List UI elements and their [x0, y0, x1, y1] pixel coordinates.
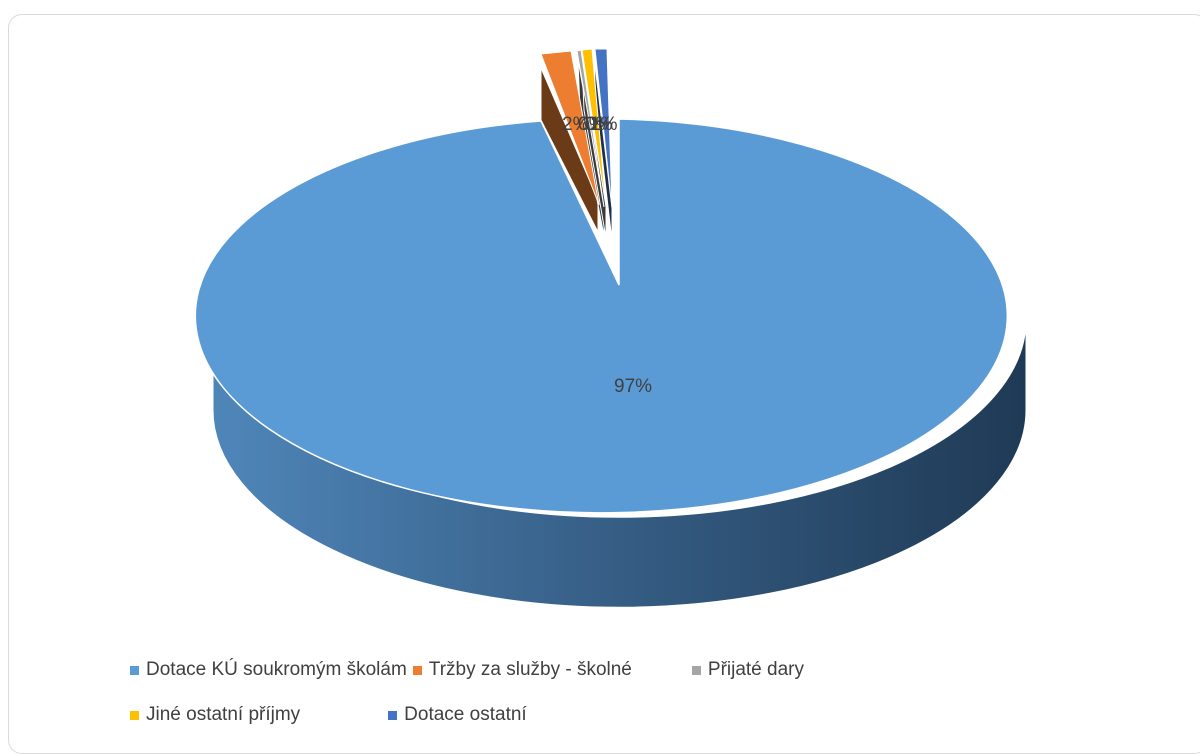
legend: Dotace KÚ soukromým školám Tržby za služ…	[130, 655, 1030, 745]
legend-label: Jiné ostatní příjmy	[146, 704, 301, 725]
legend-row: Dotace KÚ soukromým školám Tržby za služ…	[130, 655, 1030, 685]
legend-swatch	[130, 710, 139, 720]
legend-swatch	[130, 665, 139, 675]
legend-item-dotace-ku[interactable]: Dotace KÚ soukromým školám	[130, 659, 407, 681]
slice-dotace-ku[interactable]	[194, 118, 1009, 514]
data-label-trzby: 2%	[562, 114, 590, 135]
slice-side-trzby	[540, 67, 599, 233]
legend-item-dary[interactable]: Přijaté dary	[691, 659, 804, 681]
legend-label: Přijaté dary	[707, 659, 804, 680]
legend-item-trzby[interactable]: Tržby za služby - školné	[412, 659, 632, 681]
data-label-dary: 0%	[578, 114, 606, 135]
data-label-jine: 0%	[585, 114, 613, 135]
legend-item-ostatni[interactable]: Dotace ostatní	[388, 704, 527, 726]
data-label-ostatni: 1%	[590, 114, 618, 135]
slice-trzby[interactable]	[540, 50, 600, 206]
legend-swatch	[388, 710, 398, 720]
data-label-dotace-ku: 97%	[614, 376, 652, 397]
legend-item-jine[interactable]: Jiné ostatní příjmy	[130, 704, 300, 726]
legend-swatch	[412, 665, 422, 675]
slice-ostatni[interactable]	[594, 48, 613, 209]
legend-label: Dotace ostatní	[404, 704, 527, 725]
slice-jine[interactable]	[581, 48, 607, 208]
legend-label: Tržby za služby - školné	[428, 659, 632, 680]
slice-dary[interactable]	[576, 49, 605, 208]
legend-label: Dotace KÚ soukromým školám	[146, 659, 407, 680]
legend-row: Jiné ostatní příjmy Dotace ostatní	[130, 700, 1030, 730]
legend-swatch	[691, 665, 701, 675]
